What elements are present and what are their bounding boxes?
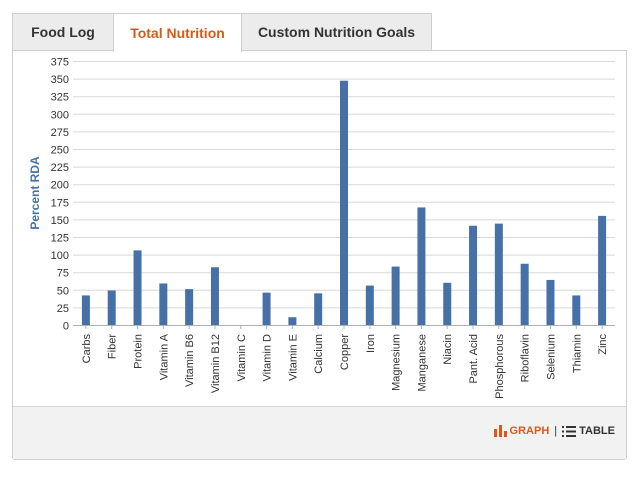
x-tick-label: Riboflavin <box>520 334 532 382</box>
y-tick-label: 350 <box>51 74 69 86</box>
bar-vitamin-b6 <box>185 289 194 325</box>
graph-view-button[interactable]: GRAPH <box>493 425 550 437</box>
bar-carbs <box>81 295 90 325</box>
bar-vitamin-d <box>262 292 271 325</box>
panel-footer: GRAPH | TABLE <box>13 406 626 459</box>
x-tick-label: Copper <box>339 334 351 370</box>
tab-custom-nutrition-goals[interactable]: Custom Nutrition Goals <box>241 13 432 50</box>
x-tick-label: Vitamin D <box>262 334 274 382</box>
x-tick-label: Thiamin <box>571 334 583 373</box>
x-tick-label: Fiber <box>107 334 119 359</box>
tab-label: Custom Nutrition Goals <box>257 24 416 40</box>
y-tick-label: 0 <box>63 321 69 333</box>
tab-label: Total Nutrition <box>130 25 225 41</box>
x-tick-label: Magnesium <box>391 334 403 391</box>
x-tick-label: Phosphorous <box>494 334 506 399</box>
y-tick-label: 25 <box>57 303 69 315</box>
bar-phosphorous <box>494 223 503 325</box>
bar-niacin <box>443 282 452 325</box>
bar-copper <box>340 80 348 325</box>
bar-chart-icon <box>493 425 507 437</box>
bar-selenium <box>546 279 555 325</box>
y-tick-label: 375 <box>51 57 69 69</box>
x-tick-label: Vitamin E <box>287 334 299 381</box>
x-tick-label: Niacin <box>442 334 454 365</box>
toggle-separator: | <box>554 425 558 437</box>
tab-label: Food Log <box>31 24 95 40</box>
bar-vitamin-b12 <box>210 267 219 325</box>
y-tick-label: 250 <box>51 145 69 157</box>
x-tick-label: Selenium <box>545 334 557 380</box>
x-tick-label: Iron <box>365 334 377 353</box>
y-tick-label: 275 <box>51 127 69 139</box>
bar-thiamin <box>572 295 581 325</box>
y-tick-label: 125 <box>51 233 69 245</box>
x-tick-label: Zinc <box>597 334 609 355</box>
y-tick-label: 325 <box>51 92 69 104</box>
x-tick-label: Protein <box>133 334 145 369</box>
y-tick-label: 100 <box>51 250 69 262</box>
bar-zinc <box>598 215 607 325</box>
y-tick-label: 150 <box>51 215 69 227</box>
table-view-button[interactable]: TABLE <box>562 425 615 437</box>
graph-view-label: GRAPH <box>509 425 550 437</box>
x-tick-label: Carbs <box>81 334 93 364</box>
nutrition-bar-chart: 0 25 50 75 100 125 150 175 200 225 250 275 300 325 350… <box>28 57 615 399</box>
y-tick-label: 50 <box>57 285 69 297</box>
bar-vitamin-e <box>288 317 297 325</box>
x-tick-label: Vitamin A <box>158 333 170 380</box>
bar-iron <box>365 285 374 325</box>
nutrition-panel: 0 25 50 75 100 125 150 175 200 225 250 275 300 325 350… <box>12 50 627 460</box>
table-view-label: TABLE <box>579 425 615 437</box>
bar-calcium <box>314 293 323 325</box>
tab-bar: Food Log Total Nutrition Custom Nutritio… <box>12 13 432 52</box>
x-tick-label: Vitamin C <box>236 334 248 382</box>
bar-fiber <box>107 290 116 325</box>
y-tick-label: 200 <box>51 180 69 192</box>
bar-protein <box>133 250 142 325</box>
y-tick-label: 75 <box>57 268 69 280</box>
bar-riboflavin <box>520 263 529 325</box>
x-tick-label: Pant. Acid <box>468 334 480 384</box>
bar-magnesium <box>391 266 400 325</box>
tab-food-log[interactable]: Food Log <box>12 13 114 50</box>
bar-vitamin-a <box>159 283 168 325</box>
tab-total-nutrition[interactable]: Total Nutrition <box>113 13 242 52</box>
x-tick-label: Calcium <box>313 334 325 374</box>
view-toggle: GRAPH | TABLE <box>493 425 615 437</box>
y-tick-label: 300 <box>51 109 69 121</box>
bar-manganese <box>417 207 426 325</box>
x-tick-label: Vitamin B6 <box>184 334 196 387</box>
y-tick-label: 175 <box>51 197 69 209</box>
y-tick-label: 225 <box>51 162 69 174</box>
x-tick-label: Manganese <box>416 334 428 392</box>
table-list-icon <box>562 425 577 437</box>
y-axis-title: Percent RDA <box>28 156 42 230</box>
bar-pant-acid <box>469 225 478 325</box>
x-tick-label: Vitamin B12 <box>210 334 222 393</box>
